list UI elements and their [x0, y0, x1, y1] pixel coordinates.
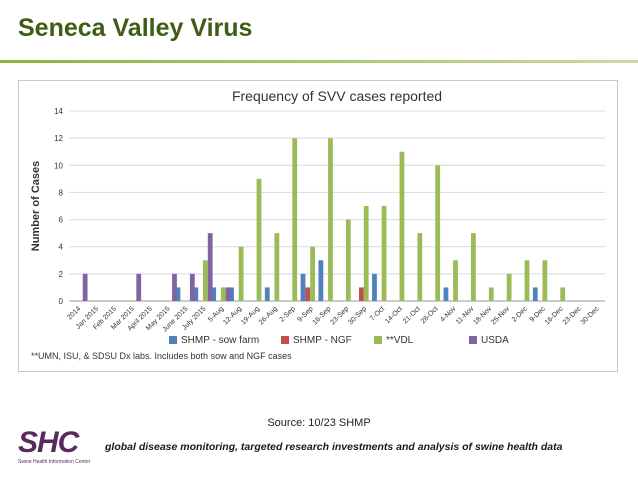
- x-tick-label: 30-Sep: [347, 305, 368, 326]
- title-divider: [0, 60, 638, 63]
- legend-swatch: [169, 336, 177, 344]
- x-tick-label: 2014: [66, 305, 82, 321]
- bar-shmp-sow-farm: [300, 273, 306, 301]
- y-tick-label: 10: [54, 161, 63, 170]
- x-tick-label: 26-Aug: [258, 305, 279, 326]
- bar-vdl: [363, 206, 369, 301]
- bar-usda: [189, 273, 195, 301]
- legend-label: SHMP - sow farm: [181, 335, 259, 346]
- bar-shmp-sow-farm: [229, 287, 234, 301]
- x-tick-label: 18-Nov: [472, 305, 493, 326]
- shic-logo: SHC Swine Health Information Center: [18, 428, 100, 468]
- bar-vdl: [542, 260, 548, 301]
- bar-vdl: [328, 138, 333, 301]
- x-tick-label: 25-Nov: [490, 305, 511, 326]
- bar-vdl: [453, 260, 458, 301]
- logo-letters: SHC: [18, 426, 79, 459]
- y-axis-label: Number of Cases: [30, 161, 42, 251]
- bar-shmp-sow-farm: [443, 287, 449, 301]
- tagline: global disease monitoring, targeted rese…: [105, 441, 563, 453]
- bar-vdl: [203, 260, 208, 301]
- legend-swatch: [281, 336, 289, 344]
- x-tick-label: 19-Aug: [240, 305, 261, 326]
- bar-usda: [136, 273, 142, 301]
- chart-container: Frequency of SVV cases reported 0 2 4 6 8 10 12…: [18, 80, 618, 372]
- bar-vdl: [488, 287, 494, 301]
- bar-vdl: [381, 206, 387, 301]
- bar-vdl: [220, 287, 226, 301]
- bar-vdl: [292, 138, 298, 301]
- legend-label: USDA: [481, 335, 509, 346]
- y-tick-label: 0: [59, 297, 64, 306]
- bar-vdl: [345, 219, 351, 301]
- x-tick-label: 21-Oct: [402, 305, 422, 325]
- x-tick-label: 14-Oct: [384, 305, 404, 325]
- legend-swatch: [374, 336, 382, 344]
- bar-vdl: [399, 151, 405, 301]
- bar-vdl: [417, 233, 423, 301]
- bar-shmp-sow-farm: [175, 287, 181, 301]
- bar-vdl: [274, 233, 280, 301]
- x-tick-label: 16-Dec: [544, 305, 565, 326]
- bar-shmp-sow-farm: [318, 260, 324, 301]
- x-tick-label: 2-Sep: [279, 305, 297, 323]
- svv-bar-chart: Frequency of SVV cases reported 0 2 4 6 8 10 12…: [30, 88, 605, 361]
- x-tick-label: 23-Dec: [562, 305, 583, 326]
- bar-shmp-sow-farm: [193, 287, 199, 301]
- y-tick-label: 14: [54, 107, 63, 116]
- bar-shmp-sow-farm: [211, 287, 217, 301]
- legend-label: SHMP - NGF: [293, 335, 352, 346]
- bar-shmp-sow-farm: [532, 287, 538, 301]
- x-tick-label: 2-Dec: [511, 305, 530, 324]
- y-tick-label: 8: [59, 188, 64, 197]
- bar-usda: [82, 273, 88, 301]
- x-tick-label: 28-Oct: [420, 305, 440, 325]
- x-tick-label: 30-Dec: [580, 305, 601, 326]
- y-tick-label: 12: [54, 134, 63, 143]
- bar-shmp-ngf: [305, 287, 311, 301]
- slide-title: Seneca Valley Virus: [18, 14, 253, 42]
- bar-shmp-sow-farm: [264, 287, 270, 301]
- bar-vdl: [238, 246, 244, 301]
- bar-shmp-sow-farm: [372, 273, 377, 301]
- bar-vdl: [435, 165, 441, 301]
- bar-vdl: [310, 246, 315, 301]
- x-tick-label: 12-Aug: [222, 305, 243, 326]
- x-tick-label: 16-Sep: [312, 305, 333, 326]
- logo-subtitle: Swine Health Information Center: [18, 459, 91, 465]
- y-tick-label: 2: [59, 270, 64, 279]
- legend-label: **VDL: [386, 335, 414, 346]
- bar-usda: [225, 287, 231, 301]
- y-tick-label: 4: [59, 243, 64, 252]
- x-tick-label: 23-Sep: [329, 305, 350, 326]
- source-note: Source: 10/23 SHMP: [267, 417, 371, 429]
- bar-vdl: [560, 287, 566, 301]
- bar-usda: [207, 233, 213, 301]
- y-tick-label: 6: [59, 216, 64, 225]
- bar-vdl: [256, 178, 262, 301]
- bar-shmp-ngf: [359, 287, 364, 301]
- bar-vdl: [506, 273, 512, 301]
- bar-usda: [172, 273, 177, 301]
- bar-vdl: [524, 260, 530, 301]
- legend-swatch: [469, 336, 477, 344]
- chart-title: Frequency of SVV cases reported: [232, 88, 442, 104]
- bar-vdl: [471, 233, 476, 301]
- chart-footnote: **UMN, ISU, & SDSU Dx labs. Includes bot…: [31, 351, 292, 361]
